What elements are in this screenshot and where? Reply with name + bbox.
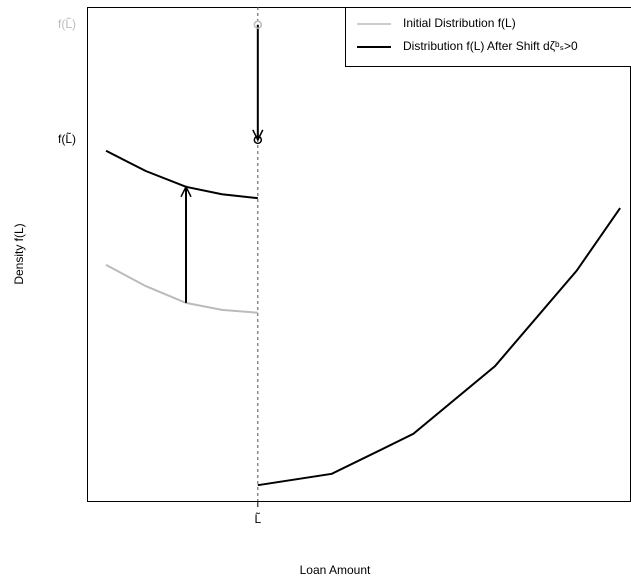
point	[253, 135, 263, 145]
legend-box	[345, 7, 631, 67]
y-tick-label: f(L̃)	[58, 131, 76, 146]
y-tick-label: f(L̃)	[58, 16, 76, 31]
arrow-head	[252, 129, 264, 142]
legend-label: Distribution f(L) After Shift dζᵇₛ>0	[403, 39, 578, 53]
x-tick-label: L̃	[254, 511, 261, 526]
series-line	[105, 149, 621, 487]
arrow-head	[180, 185, 192, 198]
y-axis-label: Density f(L)	[12, 223, 26, 284]
x-axis-label: Loan Amount	[300, 563, 371, 577]
plot-frame	[87, 7, 631, 502]
point	[253, 20, 263, 30]
series-line	[105, 263, 258, 314]
legend-label: Initial Distribution f(L)	[403, 16, 516, 30]
